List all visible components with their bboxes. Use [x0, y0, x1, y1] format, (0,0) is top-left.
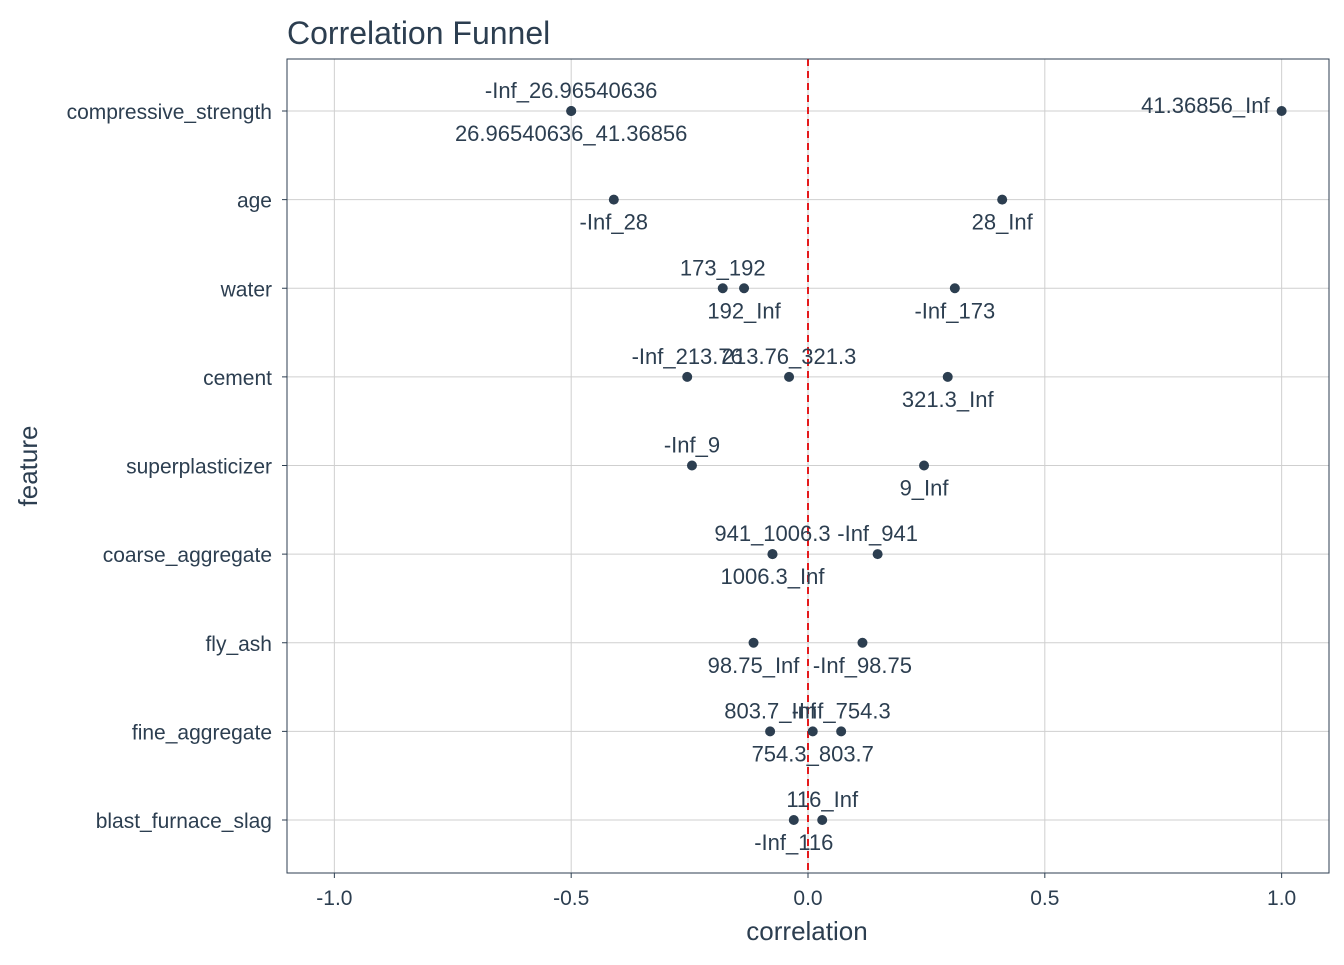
chart-title: Correlation Funnel [287, 15, 550, 51]
data-label: -Inf_173 [914, 298, 995, 323]
data-labels: -Inf_26.96540636 26.96540636_41.36856 41.3… [455, 78, 1271, 855]
data-label: 98.75_Inf [708, 653, 801, 678]
data-point [942, 371, 953, 382]
data-point [566, 106, 577, 116]
data-label: 116_Inf [786, 787, 859, 812]
x-tick-label: -0.5 [553, 887, 589, 910]
y-tick-label: coarse_aggregate [103, 544, 272, 567]
y-tick-label: age [237, 190, 272, 213]
data-point [872, 549, 883, 560]
data-label: 26.96540636_41.36856 [455, 121, 687, 146]
x-tick-label: 0.0 [793, 887, 822, 910]
data-point [817, 815, 828, 825]
x-tick-label: 1.0 [1267, 887, 1296, 910]
y-tick-label: compressive_strength [67, 101, 272, 124]
data-point [807, 726, 818, 737]
data-label: -Inf_941 [837, 521, 918, 546]
data-point [748, 637, 759, 648]
data-label: 754.3_803.7 [752, 741, 874, 766]
data-point [949, 283, 960, 294]
data-point [686, 460, 697, 471]
data-label: -Inf_116 [754, 830, 833, 855]
data-point [784, 371, 795, 382]
data-label: 192_Inf [707, 298, 781, 323]
y-tick-label: blast_furnace_slag [96, 810, 272, 833]
y-tick-label: fly_ash [205, 633, 272, 656]
data-points [566, 106, 1287, 825]
data-label: -Inf_213.76 [632, 344, 743, 369]
data-point [767, 549, 778, 560]
data-label: 213.76_321.3 [722, 344, 857, 369]
data-label: 173_192 [680, 255, 766, 280]
y-axis-label: feature [13, 426, 43, 507]
y-tick-label: cement [203, 367, 272, 390]
data-label: 941_1006.3 [714, 521, 830, 546]
data-label: 803.7_Inf [724, 698, 817, 723]
data-point [997, 194, 1008, 205]
data-label: 28_Inf [972, 210, 1034, 235]
data-label: 321.3_Inf [902, 387, 995, 412]
x-tick-label: -1.0 [316, 887, 352, 910]
data-label: 41.36856_Inf [1141, 93, 1270, 118]
data-point [682, 371, 693, 382]
data-point [836, 726, 847, 737]
y-tick-label: superplasticizer [126, 456, 272, 479]
data-label: -Inf_98.75 [813, 653, 912, 678]
data-point [857, 637, 868, 648]
data-point [1276, 106, 1287, 116]
data-point [788, 815, 799, 825]
data-point [608, 194, 619, 205]
data-point [739, 283, 750, 294]
data-label: 9_Inf [900, 476, 950, 501]
y-tick-label: water [220, 278, 272, 301]
data-label: -Inf_9 [664, 433, 720, 458]
data-point [919, 460, 930, 471]
data-label: -Inf_28 [580, 210, 649, 235]
data-point [765, 726, 776, 737]
data-point [717, 283, 728, 294]
data-label: -Inf_26.96540636 [485, 78, 658, 103]
x-tick-label: 0.5 [1030, 887, 1059, 910]
y-tick-label: fine_aggregate [132, 721, 272, 744]
x-axis-label: correlation [746, 916, 867, 946]
data-label: -Inf_754.3 [792, 698, 891, 723]
data-label: 1006.3_Inf [720, 564, 825, 589]
x-axis-ticks: -1.0 -0.5 0.0 0.5 1.0 [316, 873, 1296, 910]
